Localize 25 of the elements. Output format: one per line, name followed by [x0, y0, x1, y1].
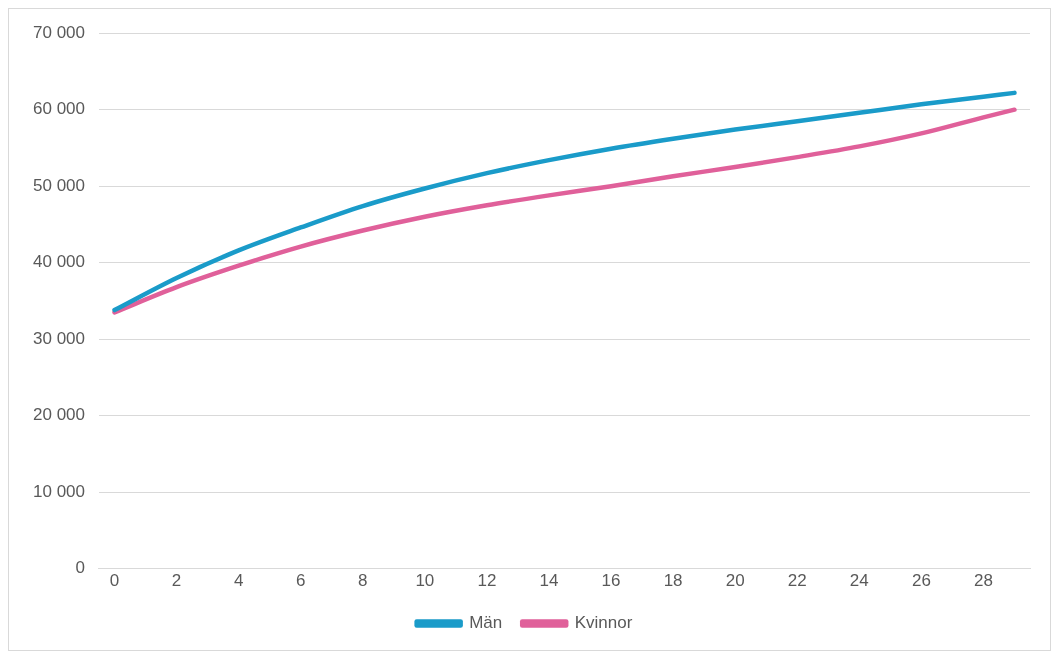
y-tick-label: 40 000 [33, 252, 85, 272]
x-tick-label: 22 [787, 571, 807, 591]
x-tick-label: 2 [171, 571, 182, 591]
y-tick-label: 20 000 [33, 405, 85, 425]
x-tick-label: 12 [477, 571, 497, 591]
y-tick-label: 0 [75, 558, 85, 578]
x-tick-label: 16 [601, 571, 621, 591]
x-tick-label: 28 [973, 571, 993, 591]
y-tick-label: 50 000 [33, 175, 85, 195]
y-tick-label: 60 000 [33, 99, 85, 119]
x-tick-label: 26 [911, 571, 931, 591]
x-tick-label: 10 [415, 571, 435, 591]
x-tick-label: 18 [663, 571, 683, 591]
y-tick-label: 30 000 [33, 328, 85, 348]
x-tick-label: 24 [849, 571, 869, 591]
y-tick-label: 10 000 [33, 481, 85, 501]
legend-label: Män [469, 613, 503, 633]
legend-label: Kvinnor [574, 613, 633, 633]
x-tick-label: 0 [109, 571, 120, 591]
x-tick-label: 8 [358, 571, 368, 591]
x-tick-label: 14 [539, 571, 559, 591]
x-tick-label: 6 [295, 571, 306, 591]
y-tick-label: 70 000 [33, 22, 85, 42]
x-tick-label: 4 [233, 571, 244, 591]
x-tick-label: 20 [725, 571, 745, 591]
